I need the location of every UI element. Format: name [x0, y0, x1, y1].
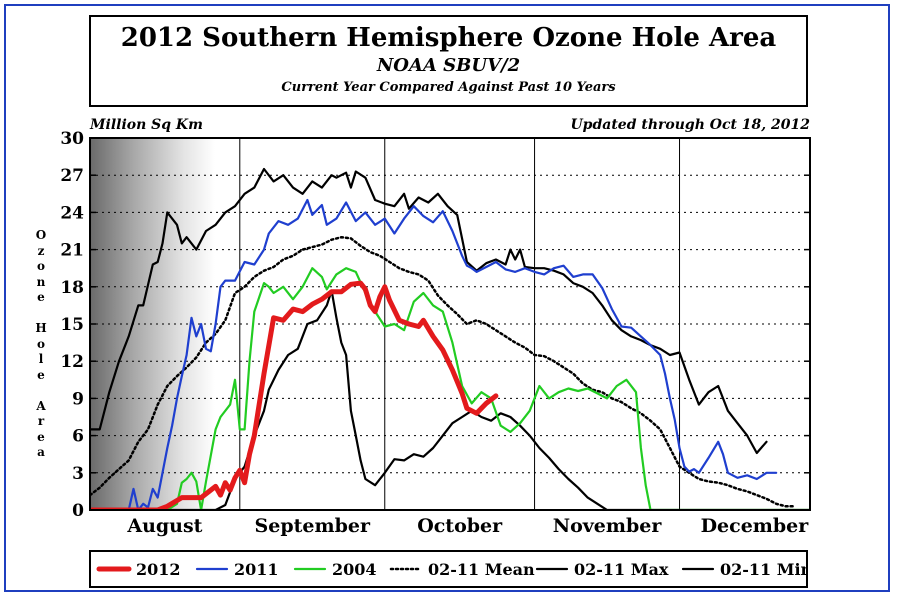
- y-axis-label-char: l: [38, 352, 44, 366]
- units-label: Million Sq Km: [90, 117, 203, 133]
- x-month-label: September: [255, 515, 371, 537]
- title-box: 2012 Southern Hemisphere Ozone Hole Area…: [89, 15, 808, 107]
- legend-label: 02-11 Mean: [428, 560, 535, 579]
- legend-label: 2004: [332, 560, 377, 579]
- y-tick-label: 6: [72, 427, 84, 447]
- y-tick-label: 30: [60, 129, 84, 149]
- y-axis-label-char: a: [37, 445, 45, 459]
- outer-frame: [4, 4, 890, 592]
- chart-subtitle: NOAA SBUV/2: [376, 55, 521, 76]
- y-axis-label-char: A: [36, 398, 46, 413]
- y-tick-label: 27: [60, 166, 84, 186]
- y-axis-label-char: r: [37, 414, 45, 428]
- y-tick-label: 21: [60, 241, 84, 261]
- updated-label: Updated through Oct 18, 2012: [570, 117, 810, 133]
- y-tick-label: 18: [60, 278, 84, 298]
- series-line-2012: [90, 280, 499, 510]
- x-month-label: October: [417, 515, 503, 537]
- chart-title: 2012 Southern Hemisphere Ozone Hole Area: [120, 23, 777, 53]
- x-month-label: November: [553, 515, 663, 537]
- legend-label: 02-11 Max: [574, 560, 669, 579]
- series-line-02-11-max: [90, 167, 768, 455]
- legend-svg: 2012 2011 2004 02-11 Mean 02-11 Max 02-11 Min: [96, 560, 813, 579]
- y-axis-label-char: z: [37, 243, 45, 258]
- y-axis-label-char: n: [36, 274, 46, 289]
- x-month-label: December: [701, 515, 810, 537]
- y-axis-label-char: e: [37, 429, 45, 444]
- legend-label: 2012: [136, 560, 181, 579]
- legend-label: 2011: [234, 560, 279, 579]
- x-month-label: August: [126, 515, 202, 537]
- y-axis-label-char: O: [35, 228, 47, 242]
- legend: 2012 2011 2004 02-11 Mean 02-11 Max 02-11 Min: [89, 550, 813, 588]
- y-axis-label-char: o: [36, 336, 45, 351]
- series-line-2011: [90, 198, 778, 510]
- y-tick-label: 3: [72, 464, 84, 484]
- legend-label: 02-11 Min: [720, 560, 806, 579]
- y-tick-label: 15: [60, 315, 84, 335]
- y-tick-label: 12: [60, 352, 84, 372]
- y-tick-label: 24: [60, 203, 84, 223]
- y-axis-label-char: e: [37, 290, 45, 304]
- chart-subsubtitle: Current Year Compared Against Past 10 Ye…: [281, 80, 616, 95]
- y-axis-label-char: H: [35, 321, 47, 335]
- y-tick-label: 0: [72, 501, 84, 521]
- series-line-02-11-min: [90, 289, 810, 510]
- series-line-2004: [90, 267, 810, 510]
- series-line-02-11-mean: [90, 235, 797, 508]
- y-axis-label-char: o: [36, 259, 45, 273]
- y-tick-label: 9: [72, 389, 84, 409]
- y-axis-label-char: e: [37, 367, 45, 382]
